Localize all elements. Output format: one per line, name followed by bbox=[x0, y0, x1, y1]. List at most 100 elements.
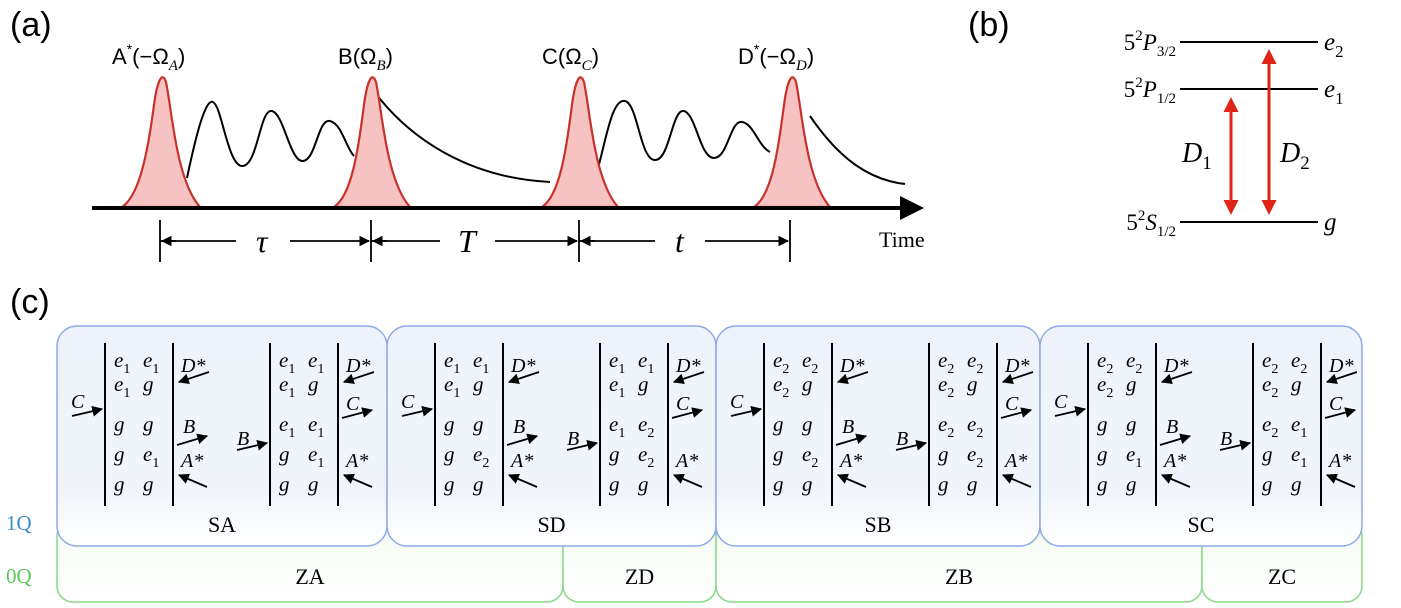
arrow-label-d: D* bbox=[345, 355, 370, 377]
pulse-labels: A*(−ΩA) B(ΩB) C(ΩC) D*(−ΩD) bbox=[112, 41, 814, 74]
row-label-1q: 1Q bbox=[6, 511, 32, 535]
density-row-ket: g bbox=[279, 472, 290, 496]
arrow-label-c-input: C bbox=[71, 391, 85, 413]
density-row-bra: g bbox=[1291, 372, 1302, 396]
density-row-ket: g bbox=[1262, 442, 1273, 466]
level-term-0: 52P3/2 bbox=[1124, 28, 1176, 60]
density-row-bra: e2 bbox=[967, 412, 983, 441]
one-q-label-sb: SB bbox=[865, 512, 892, 537]
arrow-label-b: B bbox=[1166, 416, 1178, 438]
density-row-ket: e2 bbox=[773, 348, 789, 377]
density-row-bra: g bbox=[473, 372, 484, 396]
density-row-bra: e2 bbox=[638, 442, 654, 471]
density-row-ket: e1 bbox=[279, 348, 295, 377]
pulse-C bbox=[538, 76, 621, 209]
level-term-2: 52S1/2 bbox=[1126, 208, 1176, 240]
arrow-label-c-input: C bbox=[730, 391, 744, 413]
density-row-ket: g bbox=[609, 472, 620, 496]
arrow-label-d: D* bbox=[510, 355, 535, 377]
density-row-ket: e1 bbox=[114, 372, 130, 401]
density-row-bra: e1 bbox=[308, 348, 324, 377]
density-row-ket: g bbox=[773, 442, 784, 466]
density-row-ket: g bbox=[609, 442, 620, 466]
density-row-bra: g bbox=[1126, 372, 1137, 396]
density-row-bra: g bbox=[473, 412, 484, 436]
density-row-ket: g bbox=[1097, 472, 1108, 496]
arrow-label-b-between: B bbox=[896, 428, 908, 450]
density-row-ket: g bbox=[279, 442, 290, 466]
density-row-bra: e1 bbox=[308, 442, 324, 471]
arrow-label-b-between: B bbox=[1220, 428, 1232, 450]
arrow-label-a: A* bbox=[1162, 450, 1186, 472]
arrow-label-d: D* bbox=[1328, 355, 1353, 377]
level-labels: 52P3/2 e2 52P1/2 e1 52S1/2 g bbox=[1124, 28, 1344, 240]
density-row-ket: e1 bbox=[444, 372, 460, 401]
density-row-bra: e1 bbox=[1291, 412, 1307, 441]
density-row-bra: e1 bbox=[638, 348, 654, 377]
arrow-label-b-between: B bbox=[237, 428, 249, 450]
arrow-label-a: A* bbox=[179, 450, 203, 472]
interval-t: t bbox=[675, 223, 685, 259]
pulse-B bbox=[330, 76, 413, 209]
level-lines bbox=[1180, 41, 1318, 223]
density-row-ket: g bbox=[1097, 412, 1108, 436]
arrow-label-c: C bbox=[1329, 393, 1343, 415]
density-row-bra: e1 bbox=[143, 442, 159, 471]
density-row-bra: e2 bbox=[967, 348, 983, 377]
panel-c-label: (c) bbox=[10, 283, 50, 321]
one-q-label-sc: SC bbox=[1188, 512, 1215, 537]
arrow-label-a: A* bbox=[1327, 450, 1351, 472]
pulse-label-a: A*(−ΩA) bbox=[112, 41, 185, 74]
density-row-bra: g bbox=[802, 472, 813, 496]
oscillation-tau bbox=[186, 100, 355, 179]
density-row-bra: g bbox=[1126, 412, 1137, 436]
zero-q-label-za: ZA bbox=[295, 564, 324, 589]
interval-T: T bbox=[458, 223, 478, 259]
density-row-ket: e1 bbox=[609, 372, 625, 401]
decay-T bbox=[372, 89, 551, 183]
density-row-ket: g bbox=[938, 472, 949, 496]
density-row-ket: g bbox=[444, 442, 455, 466]
density-row-bra: e2 bbox=[1291, 348, 1307, 377]
density-row-bra: e2 bbox=[802, 442, 818, 471]
arrow-label-d: D* bbox=[180, 355, 205, 377]
panel-a-label: (a) bbox=[10, 6, 52, 44]
density-row-bra: g bbox=[1126, 472, 1137, 496]
density-row-ket: e1 bbox=[279, 372, 295, 401]
arrow-label-c-input: C bbox=[1054, 391, 1068, 413]
density-row-bra: g bbox=[638, 372, 649, 396]
arrow-label-c: C bbox=[676, 393, 690, 415]
density-row-ket: e1 bbox=[114, 348, 130, 377]
density-row-bra: g bbox=[143, 412, 154, 436]
density-row-ket: g bbox=[444, 412, 455, 436]
density-row-bra: g bbox=[473, 472, 484, 496]
density-row-ket: g bbox=[938, 442, 949, 466]
density-row-ket: g bbox=[1097, 442, 1108, 466]
arrow-label-c: C bbox=[346, 393, 360, 415]
density-row-ket: e2 bbox=[938, 412, 954, 441]
density-row-bra: e2 bbox=[802, 348, 818, 377]
density-row-ket: g bbox=[444, 472, 455, 496]
arrow-label-d: D* bbox=[1004, 355, 1029, 377]
time-axis-arrowhead bbox=[900, 196, 924, 220]
density-row-ket: e2 bbox=[1262, 372, 1278, 401]
density-row-ket: e1 bbox=[279, 412, 295, 441]
density-row-ket: g bbox=[773, 412, 784, 436]
density-row-bra: e2 bbox=[967, 442, 983, 471]
arrow-label-c-input: C bbox=[401, 391, 415, 413]
density-row-bra: g bbox=[802, 412, 813, 436]
density-row-bra: g bbox=[308, 372, 319, 396]
density-row-bra: g bbox=[1291, 472, 1302, 496]
density-row-bra: e1 bbox=[308, 412, 324, 441]
level-state-0: e2 bbox=[1324, 29, 1344, 61]
interval-tau: τ bbox=[256, 223, 269, 259]
arrow-label-a: A* bbox=[1003, 450, 1027, 472]
